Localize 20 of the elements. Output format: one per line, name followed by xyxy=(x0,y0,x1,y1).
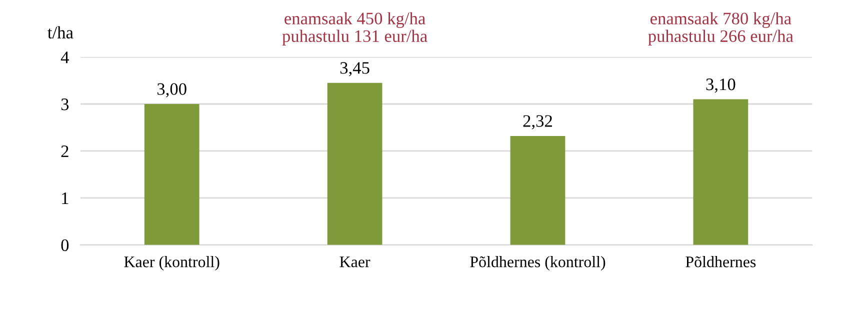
y-axis-title: t/ha xyxy=(48,26,74,38)
y-tick-label: 4 xyxy=(60,52,69,64)
x-tick-label: Põldhernes xyxy=(686,256,756,268)
x-tick-label: Kaer (kontroll) xyxy=(124,256,220,270)
text: enamsaak 450 kg/ha puhastulu 131 eur/ha xyxy=(282,12,428,46)
data-label: 2,32 xyxy=(523,115,552,130)
bar xyxy=(327,82,382,245)
y-tick-label: 3 xyxy=(61,98,69,110)
y-tick-label: 1 xyxy=(62,192,68,204)
y-tick-label: 0 xyxy=(61,239,69,252)
bar xyxy=(144,104,200,245)
bar xyxy=(693,99,748,245)
bar xyxy=(510,136,566,245)
text: enamsaak 780 kg/ha puhastulu 266 eur/ha xyxy=(648,12,794,46)
data-label: 3,00 xyxy=(157,83,186,98)
data-label: 3,10 xyxy=(706,78,736,93)
data-label: 3,45 xyxy=(340,62,370,76)
x-tick-label: Kaer xyxy=(340,256,370,268)
y-tick-label: 2 xyxy=(61,145,68,157)
x-tick-label: Põldhernes (kontroll) xyxy=(470,256,606,270)
